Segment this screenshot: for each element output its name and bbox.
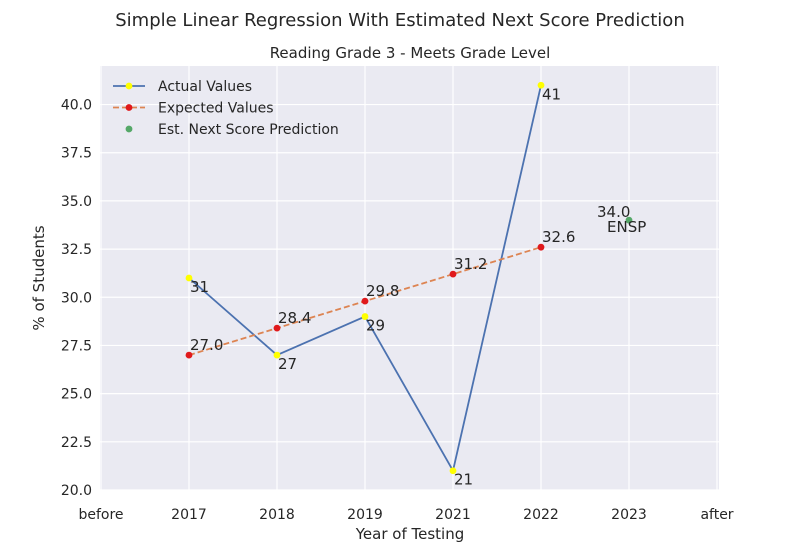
data-label: 27.0	[190, 336, 223, 354]
x-tick-label: 2023	[611, 507, 647, 523]
data-label: 29	[366, 317, 385, 335]
x-tick-label: before	[78, 507, 123, 523]
chart-title: Reading Grade 3 - Meets Grade Level	[270, 44, 551, 62]
y-axis-label: % of Students	[30, 225, 48, 330]
y-tick-label: 20.0	[61, 483, 92, 499]
data-point	[449, 467, 457, 475]
data-label: 27	[278, 355, 297, 373]
prediction-tag-label: ENSP	[607, 218, 646, 236]
data-label: 34.0	[597, 203, 630, 221]
data-label: 21	[454, 471, 473, 489]
data-label: 31	[190, 278, 209, 296]
data-point	[185, 274, 193, 282]
x-tick-label: 2021	[435, 507, 471, 523]
x-tick-label: 2022	[523, 507, 559, 523]
legend-marker	[125, 82, 133, 90]
data-label: 31.2	[454, 255, 487, 273]
data-label: 41	[542, 85, 561, 103]
data-point	[537, 243, 545, 251]
y-tick-label: 25.0	[61, 387, 92, 403]
data-point	[625, 216, 633, 224]
x-tick-label: after	[700, 507, 733, 523]
data-label: 29.8	[366, 282, 399, 300]
data-point	[361, 313, 369, 320]
data-point	[361, 297, 369, 305]
y-tick-label: 22.5	[61, 435, 92, 451]
data-point	[273, 351, 281, 359]
x-tick-label: 2018	[259, 507, 295, 523]
data-point	[537, 81, 545, 89]
y-tick-label: 37.5	[61, 146, 92, 162]
y-tick-label: 30.0	[61, 290, 92, 306]
y-tick-label: 35.0	[61, 194, 92, 210]
data-point	[273, 324, 281, 332]
data-label: 28.4	[278, 309, 311, 327]
y-tick-label: 32.5	[61, 242, 92, 258]
legend: Actual Values Expected Values Est. Next Sc…	[113, 79, 339, 138]
tick-labels: before 2017 2018 2019 2021 2022 2023 after 20.0 2…	[61, 98, 734, 523]
legend-label: Actual Values	[158, 79, 252, 95]
data-point	[449, 270, 457, 278]
legend-marker	[125, 104, 133, 111]
legend-label: Expected Values	[158, 101, 274, 117]
data-point	[185, 351, 193, 359]
figure-title: Simple Linear Regression With Estimated …	[115, 10, 684, 31]
y-tick-label: 40.0	[61, 98, 92, 114]
y-tick-label: 27.5	[61, 338, 92, 354]
plot-area	[100, 66, 719, 490]
x-tick-label: 2019	[347, 507, 383, 523]
x-axis-label: Year of Testing	[355, 525, 465, 543]
legend-marker	[125, 125, 133, 133]
data-label: 32.6	[542, 228, 575, 246]
legend-label: Est. Next Score Prediction	[158, 122, 339, 138]
x-tick-label: 2017	[171, 507, 207, 523]
